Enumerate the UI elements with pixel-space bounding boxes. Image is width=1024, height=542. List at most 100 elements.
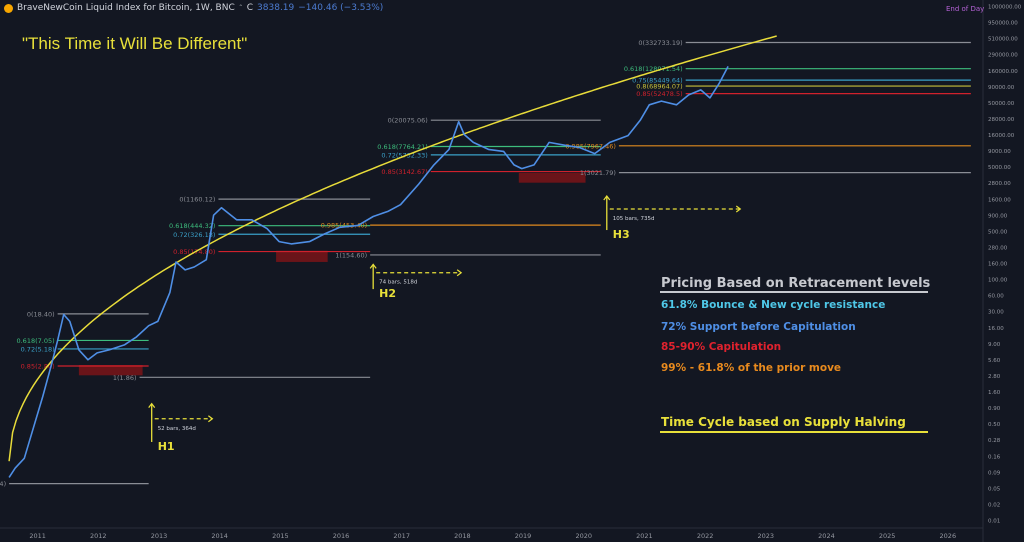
y-tick-label: 2800.00 [988,181,1011,187]
y-tick-label: 2.80 [988,374,1001,380]
y-tick-label: 1000000.00 [988,5,1022,11]
x-tick-label: 2021 [636,532,653,540]
fib-level-label: 0.72(326.18) [173,231,215,239]
x-tick-label: 2016 [333,532,350,540]
y-tick-label: 0.02 [988,502,1000,508]
capitulation-zones [78,172,586,376]
halving-bars-label: 74 bars, 518d [379,280,417,286]
y-tick-label: 1600.00 [988,197,1011,203]
y-tick-label: 0.90 [988,406,1001,412]
x-tick-label: 2015 [272,532,289,540]
symbol-title[interactable]: BraveNewCoin Liquid Index for Bitcoin, 1… [17,3,235,13]
y-tick-label: 50000.00 [988,101,1015,107]
y-tick-label: 100.00 [988,278,1008,284]
y-axis[interactable]: 1000000.00 950000.00 510000.00 290000.00 160… [988,5,1022,525]
trend-curve[interactable] [8,35,777,462]
fib-level-label: 0.85(2.80) [21,362,55,370]
bitcoin-logo-icon [4,3,13,13]
trend-curve-path[interactable] [8,35,777,462]
x-tick-label: 2017 [393,532,410,540]
y-tick-label: 28000.00 [988,117,1015,123]
y-tick-label: 0.01 [988,519,1000,525]
fib-level-label: 1(0.04) [0,480,6,488]
fib-levels[interactable]: 0(18.40) 0.618(7.05)0.72(5.18) 0.85(2.80) 1… [0,39,971,488]
fib-level-label: 0.618(444.32) [169,222,215,230]
y-tick-label: 500.00 [988,229,1008,235]
y-tick-label: 16.00 [988,326,1004,332]
halving-label: H1 [158,440,175,453]
halving-label: H2 [379,287,396,300]
legend-item-bounce: 61.8% Bounce & New cycle resistance [661,299,885,311]
legend-item-support: 72% Support before Capitulation [661,321,856,333]
y-tick-label: 280.00 [988,245,1008,251]
arrow-right-icon [456,269,463,277]
fib-level-label: 0.985(7967.46) [565,142,616,150]
fib-level-label: 0(332733.19) [638,39,682,47]
chevron-down-icon[interactable]: ˆ [238,3,243,13]
fib-level-label: 0(1160.12) [179,196,215,204]
x-tick-label: 2011 [29,532,46,540]
fib-level-label: 0.85(52478.5) [636,90,682,98]
y-tick-label: 9000.00 [988,149,1011,155]
y-tick-label: 0.09 [988,470,1001,476]
legend-panel: Pricing Based on Retracement levels 61.8… [660,276,931,433]
price-series[interactable] [8,66,729,478]
y-tick-label: 160000.00 [988,69,1018,75]
capitulation-zone [78,365,143,376]
y-tick-label: 0.50 [988,422,1001,428]
y-tick-label: 0.16 [988,454,1001,460]
x-tick-label: 2022 [697,532,714,540]
x-tick-label: 2026 [940,532,957,540]
halving-arrow-icon [369,263,377,269]
fib-level-label: 0(20075.06) [388,117,428,125]
y-tick-label: 160.00 [988,262,1008,268]
x-tick-label: 2024 [818,532,835,540]
price-line[interactable] [8,66,729,478]
x-tick-label: 2014 [211,532,228,540]
time-cycle-label: Time Cycle based on Supply Halving [661,415,906,429]
y-tick-label: 950000.00 [988,21,1018,27]
price-change: −140.46 (−3.53%) [298,3,384,13]
close-value: 3838.19 [257,3,295,13]
x-axis[interactable]: 2011 2012 2013 2014 2015 2016 2017 2018 2019 2020… [29,532,956,540]
chart-header[interactable]: BraveNewCoin Liquid Index for Bitcoin, 1… [4,3,383,13]
legend-item-prior-move: 99% - 61.8% of the prior move [661,362,841,374]
fib-level-label: 0.85(3142.67) [381,168,427,176]
halving-bars-label: 105 bars, 735d [613,216,655,222]
fib-level-label: 0.618(7.05) [16,337,54,345]
halving-bars-label: 52 bars, 364d [158,426,196,432]
y-tick-label: 1.60 [988,390,1001,396]
y-tick-label: 5.60 [988,358,1001,364]
close-label: C [246,3,254,13]
y-tick-label: 90000.00 [988,85,1015,91]
y-tick-label: 510000.00 [988,37,1018,43]
y-tick-label: 290000.00 [988,53,1018,59]
halving-arrow-icon [603,194,611,201]
capitulation-zone [276,250,328,262]
y-tick-label: 0.28 [988,438,1001,444]
legend-title: Pricing Based on Retracement levels [661,276,931,291]
fib-level-label: 0.72(5.18) [21,345,55,353]
fib-level-label: 0(18.40) [27,310,55,318]
x-tick-label: 2013 [151,532,168,540]
fib-level-label: 1(154.60) [335,251,367,259]
chart-title: "This Time it Will Be Different" [22,34,247,53]
fib-level-label: 1(3021.79) [580,169,616,177]
x-tick-label: 2012 [90,532,107,540]
fib-level-label: 0.75(85449.64) [632,77,683,85]
y-tick-label: 16000.00 [988,133,1015,139]
fib-level-label: 1(1.86) [113,374,137,382]
end-of-day-badge[interactable]: End of Day [946,5,985,13]
y-tick-label: 900.00 [988,213,1008,219]
halving-arrow-icon [148,402,156,408]
x-tick-label: 2025 [879,532,896,540]
capitulation-zone [518,172,586,183]
y-tick-label: 9.00 [988,342,1001,348]
y-tick-label: 30.00 [988,310,1004,316]
x-tick-label: 2020 [575,532,592,540]
fib-level-label: 0.618(128971.54) [624,65,683,73]
x-tick-label: 2018 [454,532,471,540]
